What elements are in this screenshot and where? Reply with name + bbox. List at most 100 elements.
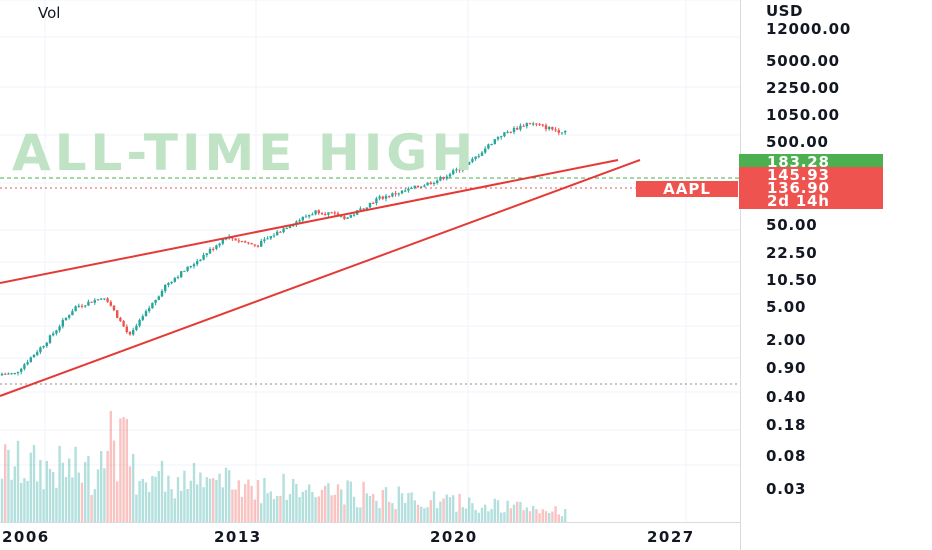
- candle-body: [298, 220, 301, 222]
- volume-bar: [13, 466, 16, 522]
- candle-body: [327, 212, 330, 215]
- volume-bar: [525, 507, 528, 522]
- ticker-label[interactable]: AAPL: [636, 181, 738, 197]
- volume-bar: [468, 497, 471, 522]
- volume-bar: [64, 477, 68, 522]
- candle-body: [13, 373, 16, 375]
- currency-label[interactable]: USD: [766, 2, 803, 20]
- candle-body: [320, 213, 324, 215]
- volume-bars: [0, 410, 567, 522]
- volume-bar: [266, 493, 269, 522]
- candle-body: [109, 301, 112, 306]
- candle-body: [400, 190, 404, 194]
- all-time-high-watermark: ALL-TIME HIGH: [12, 124, 478, 182]
- volume-bar: [32, 445, 36, 522]
- price-tick: 12000.00: [766, 20, 852, 38]
- volume-bar: [445, 494, 448, 522]
- candle-body: [343, 216, 346, 219]
- candle-body: [384, 195, 388, 199]
- volume-bar: [80, 482, 84, 522]
- volume-bar: [564, 509, 567, 522]
- candle-body: [391, 193, 394, 197]
- volume-bar: [368, 495, 372, 522]
- candle-body: [202, 254, 205, 260]
- volume-bar: [487, 511, 490, 522]
- candle-body: [10, 373, 13, 375]
- candle-body: [122, 321, 125, 327]
- volume-bar: [42, 489, 45, 522]
- candle-body: [106, 298, 109, 302]
- candle-body: [77, 305, 80, 307]
- volume-bar: [432, 491, 436, 522]
- volume-bar: [340, 489, 343, 522]
- volume-bar: [506, 500, 509, 522]
- volume-bar: [183, 470, 186, 522]
- volume-bar: [557, 514, 560, 522]
- candle-body: [487, 144, 490, 149]
- volume-bar: [100, 451, 103, 522]
- candle-body: [221, 239, 224, 244]
- candle-body: [480, 152, 484, 156]
- candle-body: [503, 132, 506, 137]
- volume-bar: [378, 508, 381, 522]
- countdown-tag: 2d 14h: [739, 193, 883, 209]
- candle-body: [404, 190, 407, 192]
- candle-body: [484, 148, 487, 153]
- volume-bar: [317, 496, 320, 522]
- volume-bar: [176, 477, 180, 522]
- candle-body: [532, 123, 535, 125]
- volume-bar: [84, 462, 87, 522]
- candle-body: [160, 291, 164, 297]
- volume-bar: [442, 498, 445, 522]
- candle-body: [199, 259, 202, 262]
- candle-body: [474, 156, 477, 159]
- volume-bar: [132, 453, 135, 522]
- candle-body: [333, 212, 336, 214]
- volume-bar: [461, 507, 464, 522]
- volume-bar: [106, 450, 109, 522]
- volume-bar: [330, 495, 333, 522]
- volume-bar: [352, 496, 356, 522]
- volume-bar: [308, 484, 311, 522]
- volume-bar: [554, 506, 557, 522]
- candle-body: [557, 130, 560, 133]
- candle-body: [541, 124, 544, 126]
- volume-bar: [157, 471, 160, 522]
- volume-bar: [346, 480, 349, 522]
- candle-body: [388, 195, 391, 197]
- time-axis-divider: [0, 522, 740, 523]
- volume-bar: [138, 480, 141, 522]
- candle-body: [247, 242, 250, 244]
- volume-bar: [372, 493, 375, 522]
- candle-body: [372, 202, 375, 204]
- price-tick: 5.00: [766, 298, 807, 316]
- candle-body: [452, 170, 455, 175]
- volume-bar: [455, 511, 458, 522]
- candle-body: [84, 305, 87, 307]
- volume-bar: [522, 510, 525, 522]
- volume-bar: [202, 487, 205, 522]
- candle-body: [45, 342, 48, 347]
- volume-bar: [279, 495, 282, 522]
- volume-bar: [314, 497, 317, 522]
- volume-bar: [148, 491, 151, 522]
- candle-body: [506, 131, 509, 133]
- volume-bar: [164, 491, 167, 522]
- candle-body: [423, 185, 426, 187]
- candle-body: [141, 316, 144, 320]
- volume-bar: [375, 500, 378, 522]
- volume-bar: [212, 478, 215, 522]
- candle-body: [324, 213, 327, 215]
- candle-body: [272, 235, 276, 237]
- volume-bar: [282, 473, 285, 522]
- volume-bar: [509, 508, 512, 522]
- candle-body: [413, 185, 416, 189]
- volume-bar: [452, 495, 455, 522]
- candle-body: [29, 357, 32, 363]
- volume-bar: [173, 498, 176, 522]
- volume-bar: [480, 507, 484, 522]
- candle-body: [442, 176, 445, 179]
- candle-body: [468, 161, 471, 165]
- volume-bar: [151, 476, 154, 522]
- candle-body: [189, 266, 192, 268]
